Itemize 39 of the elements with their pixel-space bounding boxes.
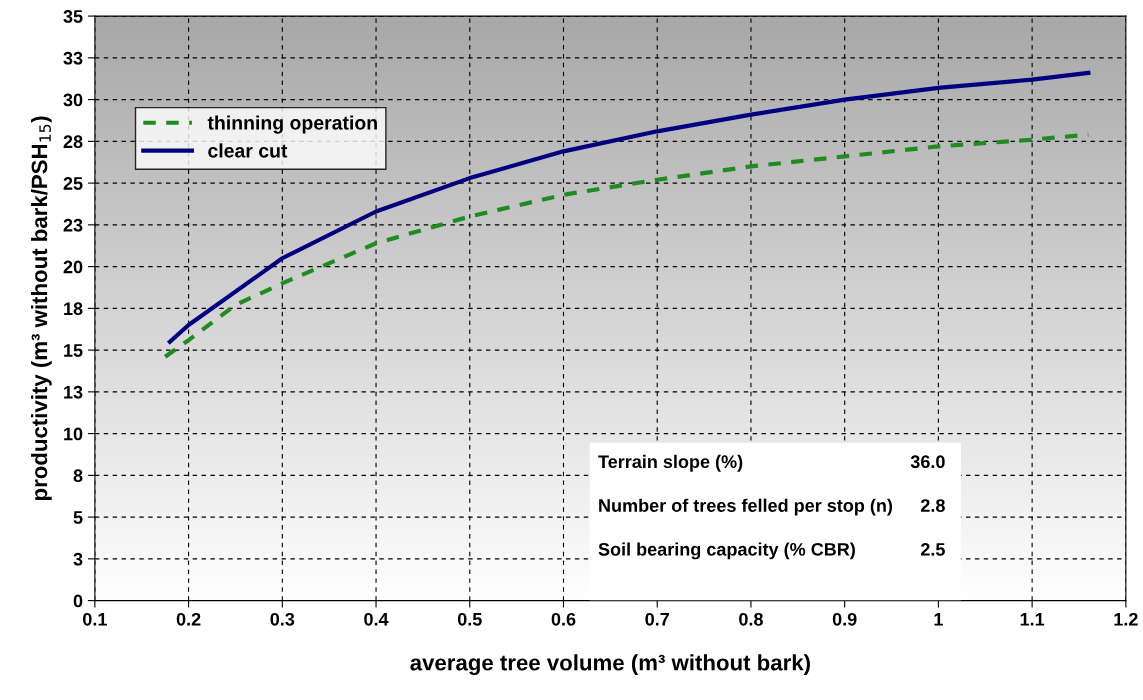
y-tick-label: 13 <box>64 385 83 399</box>
y-tick-label: 23 <box>63 218 83 232</box>
x-tick-label: 0.5 <box>457 612 482 626</box>
line-series <box>167 70 1091 344</box>
legend-label: clear cut <box>208 143 288 158</box>
y-axis-title: productivity (m³ without bark/PSH$_{15}$) <box>30 116 52 500</box>
y-tick-label: 20 <box>63 260 83 274</box>
x-tick-label: 1 <box>934 613 943 626</box>
y-tick-label: 10 <box>64 427 83 441</box>
x-tick-label: 0.1 <box>83 612 107 626</box>
annotation: Number of trees felled per stop (n) <box>599 498 893 516</box>
line-series <box>163 132 1091 359</box>
x-tick-label: 0.8 <box>739 612 763 626</box>
y-tick-label: 33 <box>63 51 83 65</box>
y-tick-label: 3 <box>73 552 83 566</box>
x-tick-label: 0.9 <box>832 612 857 626</box>
annotation: Soil bearing capacity (% CBR) <box>598 542 855 560</box>
x-tick-label: 0.3 <box>270 612 295 626</box>
annotation: 2.8 <box>920 499 945 512</box>
y-tick-label: 30 <box>63 93 83 107</box>
y-tick-label: 5 <box>73 511 83 524</box>
annotation: 2.5 <box>920 542 945 556</box>
x-tick-label: 1.2 <box>1114 612 1138 626</box>
x-tick-label: 1.1 <box>1020 613 1045 626</box>
y-tick-label: 18 <box>64 302 83 316</box>
legend-label: thinning operation <box>207 115 377 134</box>
x-tick-label: 0.2 <box>176 612 201 626</box>
y-tick-label: 15 <box>64 344 83 357</box>
x-tick-label: 0.6 <box>551 612 576 626</box>
y-tick-label: 0 <box>73 594 83 608</box>
annotation: Terrain slope (%) <box>598 454 743 472</box>
y-tick-label: 25 <box>63 177 83 190</box>
annotation: 36.0 <box>910 455 945 469</box>
y-tick-label: 8 <box>73 469 83 483</box>
x-tick-label: 0.4 <box>364 612 389 626</box>
y-tick-label: 28 <box>63 135 83 149</box>
x-axis-title: average tree volume (m³ without bark) <box>410 654 810 676</box>
y-tick-label: 35 <box>63 10 83 23</box>
x-tick-label: 0.7 <box>645 612 669 626</box>
